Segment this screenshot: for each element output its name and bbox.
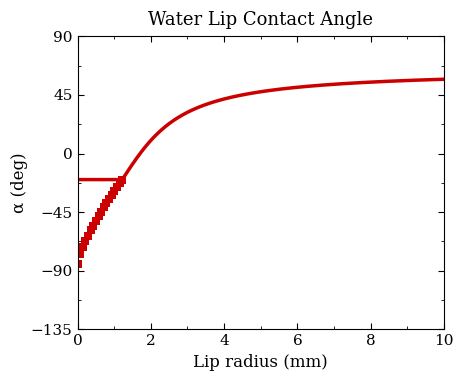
Y-axis label: α (deg): α (deg) (11, 152, 28, 213)
Title: Water Lip Contact Angle: Water Lip Contact Angle (148, 11, 373, 29)
X-axis label: Lip radius (mm): Lip radius (mm) (193, 354, 328, 371)
